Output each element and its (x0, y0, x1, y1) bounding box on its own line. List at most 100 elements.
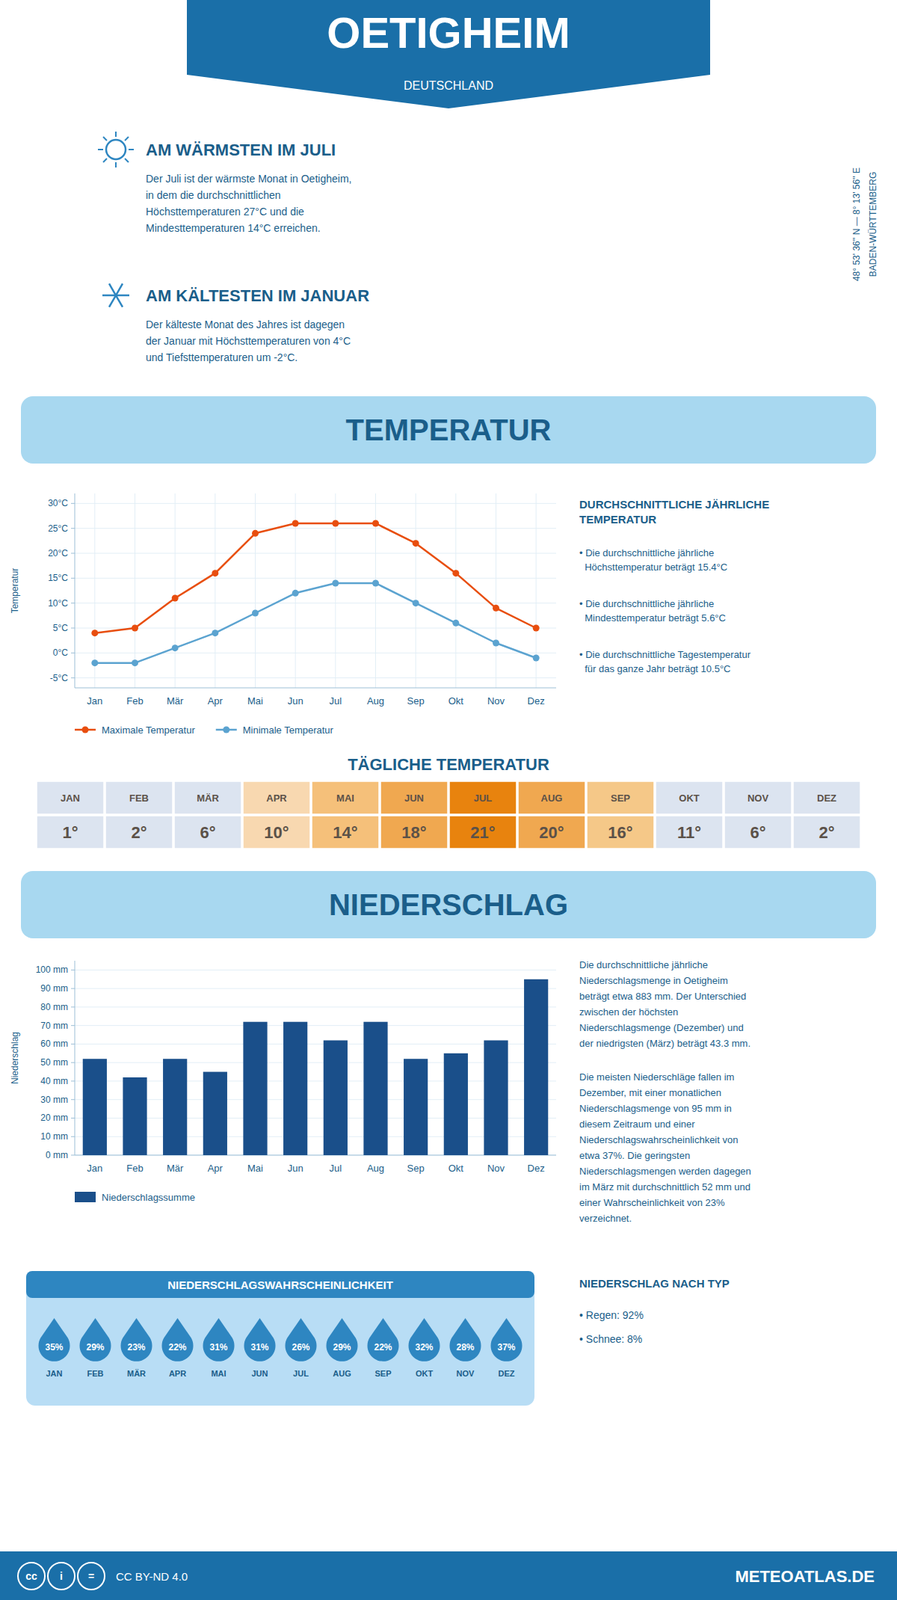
drop-label: 29% (332, 1341, 351, 1353)
series-point (372, 520, 379, 527)
series-point (91, 629, 98, 637)
y-tick (71, 652, 75, 654)
table-value-cell (36, 815, 104, 849)
x-tick-label: Okt (448, 695, 465, 707)
grid-line-y (74, 969, 557, 971)
table-month: JUN (404, 792, 424, 804)
x-tick-label: Jun (287, 1162, 304, 1174)
x-tick-label: Okt (448, 1162, 465, 1174)
drop-label: 35% (44, 1341, 63, 1353)
info-text-line: im März mit durchschnittlich 52 mm und (579, 1181, 751, 1193)
sun-ray (115, 131, 117, 137)
x-tick-label: Mär (166, 1162, 184, 1174)
legend-label: Minimale Temperatur (242, 724, 335, 736)
x-tick-label: Jun (287, 695, 304, 707)
legend-swatch-marker (222, 726, 230, 734)
drop-month: NOV (456, 1368, 476, 1378)
table-month: JAN (60, 792, 80, 804)
grid-line-y (74, 1006, 557, 1007)
y-tick-label: 30°C (47, 497, 69, 509)
x-tick-label: Sep (407, 1162, 425, 1174)
info-bullet: • Die durchschnittliche jährliche Mindes… (579, 598, 726, 624)
table-value: 16° (607, 822, 633, 842)
section-banner (20, 870, 877, 939)
info-bullet-line: für das ganze Jahr beträgt 10.5°C (579, 663, 731, 675)
data-group (82, 979, 549, 1155)
daily-temperature-table: JAN1°FEB2°MÄR6°APR10°MAI14°JUN18°JUL21°A… (36, 781, 861, 849)
y-tick-label: 10 mm (40, 1130, 69, 1142)
y-tick (71, 1080, 75, 1081)
y-tick (71, 553, 75, 554)
bar (444, 1053, 468, 1155)
grid-line-x (214, 493, 216, 688)
legend-label: Maximale Temperatur (101, 724, 196, 736)
series-point (292, 589, 299, 597)
bar (242, 1021, 267, 1155)
snowflake-arm (109, 283, 116, 296)
drop-month: AUG (332, 1368, 351, 1378)
table-header-cell (242, 781, 311, 815)
series-line (94, 583, 536, 664)
brand: METEOATLAS.DE (734, 1566, 875, 1586)
probability-box (26, 1270, 535, 1406)
table-month: APR (266, 792, 288, 804)
warm-text-line: in dem die durchschnittlichen (145, 189, 282, 202)
bar (363, 1021, 388, 1155)
table-header-cell (655, 781, 723, 815)
legend: Maximale Temperatur Minimale Temperatur (74, 724, 335, 736)
cold-text: Der kälteste Monat des Jahres ist dagege… (145, 318, 351, 364)
table-value-cell (380, 815, 448, 849)
bar (122, 1077, 147, 1155)
table-month: JUL (473, 792, 493, 804)
info-text-line: beträgt etwa 883 mm. Der Unterschied (579, 990, 747, 1002)
table-header-cell (311, 781, 379, 815)
y-tick-label: 20 mm (40, 1112, 69, 1123)
bar (162, 1058, 187, 1155)
drop (449, 1317, 482, 1362)
series-point (372, 580, 379, 587)
chart-line: -5°C0°C5°C10°C15°C20°C25°C30°CJanFebMärA… (9, 493, 557, 707)
info-text-line: Die durchschnittliche jährliche (579, 959, 708, 971)
x-tick-label: Jul (329, 695, 343, 707)
y-tick-label: 50 mm (40, 1056, 69, 1068)
snowflake-arm (102, 294, 116, 297)
info-text-line: diesem Zeitraum und einer (579, 1118, 696, 1130)
info-text-line: etwa 37%. Die geringsten (579, 1149, 690, 1161)
grid-line-y (74, 988, 557, 989)
info-bullet-line: • Die durchschnittliche jährliche (579, 547, 714, 559)
drop-label: 23% (127, 1341, 146, 1353)
y-tick (71, 1062, 75, 1063)
table-value: 6° (749, 822, 766, 842)
drop-label: 31% (209, 1341, 228, 1353)
table-value: 10° (263, 822, 289, 842)
section-banner (20, 396, 877, 464)
license-icon (77, 1562, 105, 1590)
snowflake-arm (109, 295, 116, 308)
y-tick-label: 90 mm (40, 982, 69, 994)
series-point (251, 609, 259, 617)
x-tick-label: Mai (247, 1162, 264, 1174)
sun-ray (124, 158, 129, 163)
table-value: 18° (401, 822, 427, 842)
x-tick-label: Feb (126, 695, 143, 707)
grid-line-y (74, 1024, 557, 1026)
cold-heading: AM KÄLTESTEN IM JANUAR (145, 286, 370, 305)
sun-icon (97, 131, 134, 168)
bar (283, 1021, 308, 1155)
y-tick-label: 25°C (47, 523, 69, 534)
drop-month: JUN (251, 1368, 268, 1378)
sun-ray (124, 136, 129, 141)
table-value-cell (586, 815, 655, 849)
y-axis-line (74, 960, 76, 1155)
drop (367, 1317, 399, 1362)
x-tick-label: Jul (329, 1162, 343, 1174)
drop-month: FEB (87, 1368, 104, 1378)
sun-ray (97, 148, 104, 151)
warm-text: Der Juli ist der wärmste Monat in Oetigh… (145, 172, 352, 234)
drop (408, 1317, 441, 1362)
footer: cci=CC BY-ND 4.0METEOATLAS.DE (0, 1551, 897, 1600)
bar (323, 1039, 348, 1155)
warm-text-line: Höchsttemperaturen 27°C und die (145, 205, 305, 218)
y-tick (71, 988, 75, 989)
legend-item: Niederschlagssumme (74, 1191, 196, 1203)
